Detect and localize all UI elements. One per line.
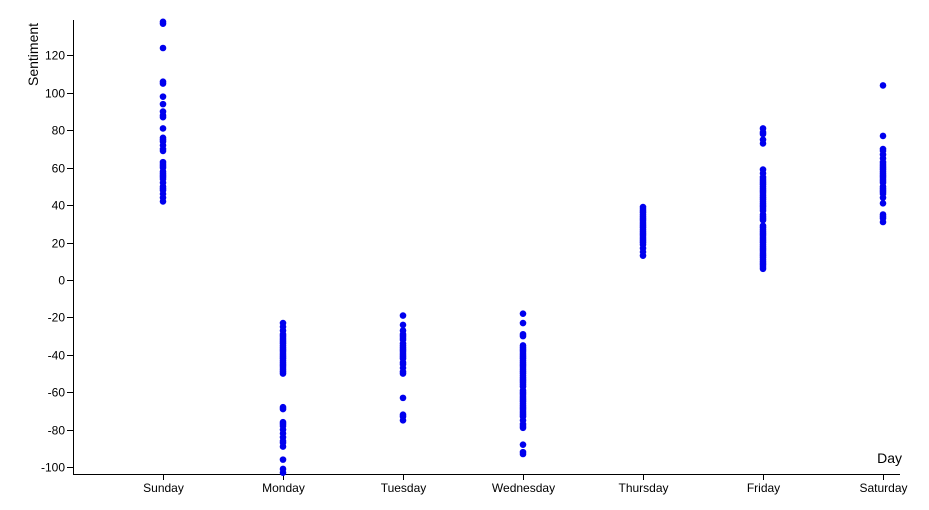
data-point xyxy=(519,319,527,327)
y-tick-label: 60 xyxy=(52,162,66,176)
y-tick-label: -100 xyxy=(41,461,65,475)
data-point xyxy=(639,252,647,259)
data-point xyxy=(879,132,887,140)
data-point xyxy=(879,194,887,201)
data-point xyxy=(399,321,407,329)
data-point xyxy=(879,218,887,226)
y-tick-label: 120 xyxy=(45,49,65,63)
data-points xyxy=(159,18,887,477)
y-tick-label: 100 xyxy=(45,87,65,101)
data-point xyxy=(159,93,167,100)
x-tick-label: Friday xyxy=(747,481,780,495)
data-point xyxy=(399,312,407,319)
data-point xyxy=(759,265,767,273)
x-tick-label: Sunday xyxy=(143,481,184,495)
data-point xyxy=(399,370,407,377)
data-point xyxy=(519,310,527,317)
data-point xyxy=(879,82,887,89)
data-point xyxy=(759,140,767,147)
data-point xyxy=(519,441,527,448)
data-point xyxy=(159,100,167,108)
y-axis-title: Sentiment xyxy=(25,23,41,86)
data-point xyxy=(399,417,407,424)
x-tick-label: Thursday xyxy=(618,481,668,495)
x-tick-label: Monday xyxy=(262,481,305,495)
y-tick-label: -80 xyxy=(48,424,66,438)
data-point xyxy=(159,198,167,205)
data-point xyxy=(879,199,887,207)
y-tick-label: -60 xyxy=(48,386,66,400)
data-point xyxy=(519,424,527,432)
data-point xyxy=(159,147,167,155)
data-point xyxy=(519,450,527,458)
data-point xyxy=(159,80,167,87)
x-tick-label: Saturday xyxy=(859,481,907,495)
data-point xyxy=(279,370,287,377)
data-point xyxy=(279,469,287,477)
data-point xyxy=(279,443,287,450)
data-point xyxy=(279,456,287,463)
x-tick-label: Tuesday xyxy=(381,481,427,495)
data-point xyxy=(399,394,407,402)
y-tick-label: 0 xyxy=(58,274,65,288)
y-tick-label: -20 xyxy=(48,311,66,325)
data-point xyxy=(159,125,167,132)
data-point xyxy=(759,216,767,224)
y-axis: -100 -80 -60 -40 -20 0 20 40 60 80 100 120 xyxy=(41,20,74,475)
data-point xyxy=(159,44,167,52)
y-tick-label: 80 xyxy=(52,124,66,138)
data-point xyxy=(159,20,167,27)
data-point xyxy=(159,113,167,121)
x-axis-title: Day xyxy=(877,450,902,466)
data-point xyxy=(279,405,287,413)
y-tick-label: 20 xyxy=(52,237,66,251)
data-point xyxy=(519,332,527,340)
y-tick-label: -40 xyxy=(48,349,66,363)
x-axis: Sunday Monday Tuesday Wednesday Thursday Frid… xyxy=(73,474,908,495)
y-tick-label: 40 xyxy=(52,199,66,213)
data-point xyxy=(759,130,767,138)
x-tick-label: Wednesday xyxy=(492,481,555,495)
